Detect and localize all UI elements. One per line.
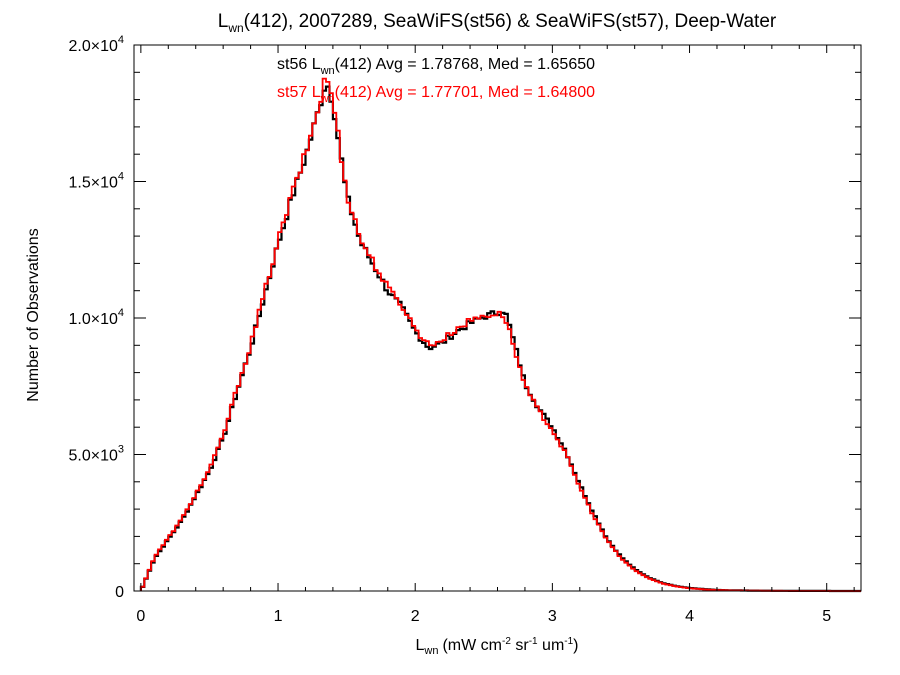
x-tick-label: 4 <box>685 608 694 625</box>
annotation-st57: st57 Lwn(412) Avg = 1.77701, Med = 1.648… <box>277 84 595 105</box>
x-tick-label: 5 <box>822 608 831 625</box>
stats-annotations: st56 Lwn(412) Avg = 1.78768, Med = 1.656… <box>277 56 595 105</box>
y-tick-exponent: 4 <box>118 34 124 46</box>
y-tick-label: 0 <box>115 584 124 601</box>
y-tick-label: 1.0×104 <box>68 307 124 328</box>
x-tick-label: 3 <box>548 608 557 625</box>
plot-series-group <box>139 77 861 593</box>
y-axis-label: Number of Observations <box>25 228 42 401</box>
y-tick-label: 5.0×103 <box>68 444 124 465</box>
x-axis-label: Lwn (mW cm-2 sr-1 um-1) <box>416 636 579 657</box>
y-tick-label: 2.0×104 <box>68 34 124 55</box>
y-tick-mantissa: 2.0×10 <box>68 38 117 55</box>
y-tick-mantissa: 1.0×10 <box>68 311 117 328</box>
y-tick-exponent: 3 <box>118 444 124 456</box>
annotation-st56: st56 Lwn(412) Avg = 1.78768, Med = 1.656… <box>277 56 595 77</box>
y-tick-exponent: 4 <box>118 307 124 319</box>
y-tick-exponent: 4 <box>118 171 124 183</box>
x-axis: 0 1 2 3 4 5 <box>136 45 855 625</box>
chart-title: Lwn(412), 2007289, SeaWiFS(st56) & SeaWi… <box>218 11 777 35</box>
x-tick-label: 2 <box>411 608 420 625</box>
y-tick-mantissa: 1.5×10 <box>68 175 117 192</box>
y-tick-mantissa: 5.0×10 <box>68 448 117 465</box>
series-line-st57 <box>140 77 861 592</box>
y-tick-label: 1.5×104 <box>68 171 124 192</box>
x-tick-label: 0 <box>136 608 145 625</box>
x-tick-label: 1 <box>274 608 283 625</box>
y-tick-mantissa: 0 <box>115 584 124 601</box>
